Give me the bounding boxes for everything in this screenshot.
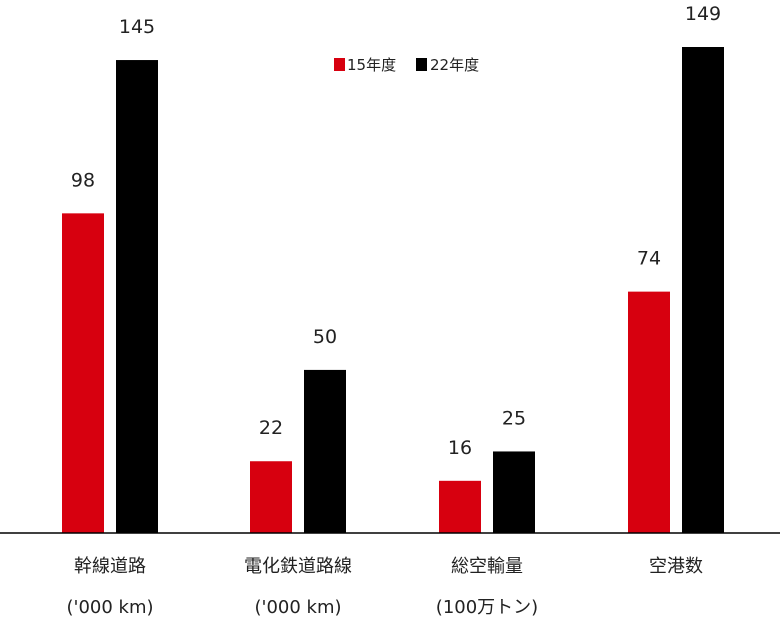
bar-fy15-1 [250, 461, 292, 533]
bar-fy22-0 [116, 60, 158, 534]
value-label-fy15-1: 22 [259, 417, 283, 439]
value-label-fy22-2: 25 [502, 407, 526, 429]
value-label-fy22-0: 145 [119, 16, 155, 38]
legend-label-fy15: 15年度 [347, 56, 396, 74]
bar-fy22-2 [493, 451, 535, 533]
bar-fy15-0 [62, 213, 104, 533]
legend-swatch-fy22 [416, 58, 427, 71]
category-unit-label-1: ('000 km) [254, 597, 341, 618]
legend: 15年度 22年度 [334, 56, 479, 74]
value-label-fy15-3: 74 [637, 248, 661, 270]
bar-fy15-3 [628, 291, 670, 533]
bar-fy22-1 [304, 369, 346, 533]
category-label-2: 総空輸量 [451, 556, 523, 577]
bar-fy15-2 [439, 480, 481, 533]
category-labels-group: 幹線道路 ('000 km) 電化鉄道路線 ('000 km) 総空輸量 (100万トン)… [66, 556, 703, 618]
value-label-fy22-3: 149 [685, 3, 721, 25]
value-label-fy15-0: 98 [71, 169, 95, 191]
category-unit-label-2: (100万トン) [436, 597, 538, 618]
bar-fy22-3 [682, 47, 724, 533]
category-label-3: 空港数 [649, 556, 703, 577]
category-label-0: 幹線道路 [74, 556, 146, 577]
legend-swatch-fy15 [334, 58, 345, 71]
value-label-fy22-1: 50 [313, 326, 337, 348]
value-label-fy15-2: 16 [448, 437, 472, 459]
legend-label-fy22: 22年度 [430, 56, 479, 74]
bars-group [62, 47, 724, 534]
value-labels-group: 98 22 16 74 145 50 25 149 [71, 3, 721, 459]
category-unit-label-0: ('000 km) [66, 597, 153, 618]
category-label-1: 電化鉄道路線 [244, 556, 352, 577]
